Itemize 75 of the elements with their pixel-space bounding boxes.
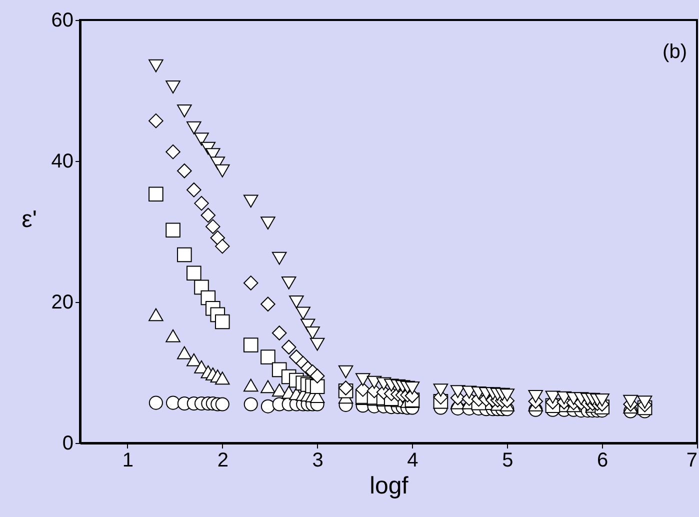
point bbox=[166, 222, 180, 238]
point bbox=[210, 230, 226, 246]
point bbox=[450, 385, 466, 398]
point bbox=[594, 394, 610, 406]
point bbox=[166, 329, 180, 342]
point bbox=[310, 379, 325, 394]
point bbox=[214, 164, 230, 178]
point bbox=[637, 396, 652, 409]
point bbox=[272, 326, 287, 340]
point bbox=[243, 378, 258, 392]
point bbox=[260, 296, 276, 312]
point bbox=[166, 80, 180, 94]
point bbox=[305, 326, 320, 340]
x-tick-label: 1 bbox=[122, 450, 134, 472]
point bbox=[272, 252, 287, 265]
point bbox=[310, 338, 325, 351]
point bbox=[260, 399, 275, 414]
point bbox=[272, 384, 287, 397]
point bbox=[338, 365, 354, 378]
x-tick-label: 6 bbox=[597, 450, 608, 472]
point bbox=[528, 390, 544, 403]
point bbox=[148, 308, 164, 322]
x-tick-label: 4 bbox=[407, 450, 418, 472]
y-axis-title: ε' bbox=[22, 206, 37, 233]
point bbox=[214, 314, 230, 330]
point bbox=[260, 350, 276, 364]
point bbox=[148, 113, 164, 128]
x-tick-label: 2 bbox=[217, 450, 228, 472]
point bbox=[244, 397, 258, 412]
point bbox=[281, 340, 296, 355]
point bbox=[186, 266, 202, 280]
point bbox=[500, 388, 515, 402]
point bbox=[177, 104, 192, 118]
point bbox=[186, 353, 202, 366]
point bbox=[296, 306, 310, 320]
point bbox=[206, 219, 220, 234]
point bbox=[355, 373, 370, 386]
point bbox=[148, 186, 164, 202]
point bbox=[545, 390, 560, 404]
y-tick-label: 0 bbox=[62, 432, 74, 454]
point bbox=[186, 182, 202, 198]
point bbox=[260, 380, 276, 394]
point bbox=[214, 238, 230, 254]
point bbox=[243, 194, 258, 208]
point bbox=[310, 368, 325, 384]
x-tick-label: 3 bbox=[312, 450, 324, 472]
y-tick-label: 60 bbox=[51, 10, 74, 32]
point bbox=[243, 276, 258, 290]
annotation: (b) bbox=[662, 41, 687, 63]
point bbox=[433, 384, 448, 397]
point bbox=[214, 372, 230, 385]
point bbox=[148, 59, 164, 72]
y-tick-label: 40 bbox=[51, 150, 74, 172]
point bbox=[289, 296, 304, 308]
point bbox=[177, 346, 192, 360]
point bbox=[260, 216, 276, 230]
y-tick-label: 20 bbox=[51, 292, 74, 314]
point bbox=[623, 394, 638, 408]
point bbox=[215, 397, 230, 412]
point bbox=[200, 208, 216, 223]
x-tick-label: 5 bbox=[502, 450, 514, 472]
point bbox=[166, 396, 180, 410]
point bbox=[338, 380, 354, 396]
point bbox=[148, 396, 163, 410]
point bbox=[177, 247, 192, 262]
point bbox=[166, 144, 180, 160]
x-axis-title: logf bbox=[370, 472, 409, 500]
point bbox=[243, 338, 258, 352]
point bbox=[281, 276, 296, 290]
point bbox=[404, 382, 420, 394]
point bbox=[194, 132, 209, 146]
point bbox=[186, 121, 202, 134]
point bbox=[194, 196, 209, 211]
point bbox=[177, 163, 192, 178]
x-tick-label: 7 bbox=[686, 450, 698, 472]
